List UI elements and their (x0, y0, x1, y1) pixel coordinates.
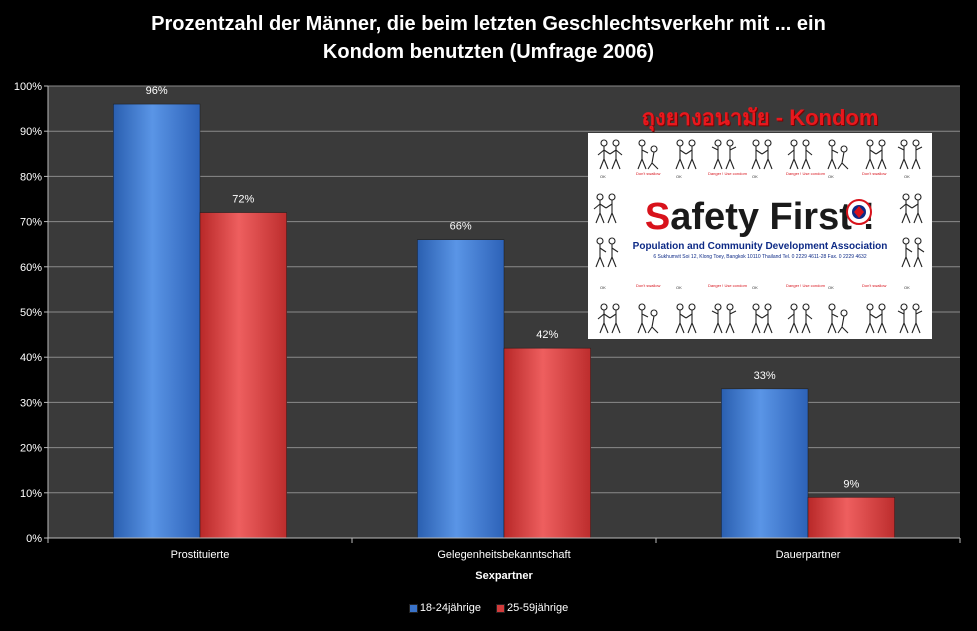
bar-18-24 (721, 388, 809, 539)
poster-caption-top-4: Danger ! Use condom (708, 171, 747, 176)
bar-25-59 (503, 347, 591, 539)
poster-banner-title: Safety First ! (624, 195, 896, 239)
stick-figures-right-icon (899, 193, 925, 268)
poster-banner: Safety First ! Population and Community … (624, 191, 896, 275)
poster-caption-bottom-8: Don't swallow (862, 283, 887, 288)
legend-item-18-24: 18-24jährige (408, 602, 481, 614)
chart-title-line-1: Prozentzahl der Männer, die beim letzten… (151, 13, 826, 35)
legend-item-25-59: 25-59jährige (496, 602, 568, 614)
stick-figures-top-icon (597, 139, 923, 170)
poster-banner-title-rest: afety First ! (670, 196, 876, 238)
poster-caption-top-1: OK (600, 174, 606, 179)
stick-figures-left-icon (593, 193, 619, 268)
poster-caption-top-8: Don't swallow (862, 171, 887, 176)
x-tick-label: Dauerpartner (776, 549, 841, 561)
poster-caption-bottom-5: OK (752, 285, 758, 290)
y-tick-label: 10% (20, 488, 42, 500)
bar-18-24 (113, 103, 201, 539)
data-label: 96% (146, 85, 168, 97)
poster-caption-top-6: Danger ! Use condom (786, 171, 825, 176)
bars: 96% 72% 66% 42% 33% 9% (113, 85, 895, 539)
y-tick-label: 70% (20, 217, 42, 229)
bar-18-24 (417, 239, 505, 539)
poster-caption-top-9: OK (904, 174, 910, 179)
inset-title: ถุงยางอนามัย - Kondom (641, 105, 879, 130)
poster-caption-bottom-1: OK (600, 285, 606, 290)
poster-caption-bottom-3: OK (676, 285, 682, 290)
legend: 18-24jährige 25-59jährige (0, 602, 977, 614)
poster-address: 6 Sukhumvit Soi 12, Klong Toey, Bangkok … (653, 254, 867, 260)
data-label: 9% (843, 478, 859, 490)
y-tick-label: 50% (20, 307, 42, 319)
bar-25-59 (199, 212, 287, 539)
y-tick-label: 90% (20, 126, 42, 138)
poster-caption-top-7: OK (828, 174, 834, 179)
y-tick-label: 30% (20, 397, 42, 409)
data-label: 72% (232, 194, 254, 206)
data-label: 33% (754, 370, 776, 382)
pda-logo-icon (846, 199, 872, 225)
data-label: 66% (450, 221, 472, 233)
poster-banner-title-s: S (644, 196, 671, 238)
poster-figures-top (592, 135, 928, 187)
legend-swatch-blue (408, 603, 418, 613)
x-tick-label: Prostituierte (171, 549, 230, 561)
data-label: 42% (536, 329, 558, 341)
poster-organization: Population and Community Development Ass… (632, 241, 888, 252)
poster-caption-bottom-2: Don't swallow (636, 283, 661, 288)
x-axis: Prostituierte Gelegenheitsbekanntschaft Da… (47, 537, 961, 561)
poster-caption-top-3: OK (676, 174, 682, 179)
x-axis-title: Sexpartner (475, 570, 533, 582)
y-tick-label: 0% (26, 533, 42, 545)
bar-25-59 (807, 497, 895, 539)
chart-title-line-2: Kondom benutzten (Umfrage 2006) (322, 41, 655, 63)
poster-caption-bottom-6: Danger ! Use condom (786, 283, 825, 288)
safety-first-poster-image: OK Don't swallow OK Danger ! Use condom … (588, 133, 932, 339)
poster-caption-top-2: Don't swallow (636, 171, 661, 176)
poster-caption-bottom-9: OK (904, 285, 910, 290)
poster-caption-bottom-4: Danger ! Use condom (708, 283, 747, 288)
poster-caption-bottom-7: OK (828, 285, 834, 290)
legend-label-18-24: 18-24jährige (419, 602, 481, 614)
stick-figures-bottom-icon (597, 303, 923, 334)
y-axis: 0% 10% 20% 30% 40% 50% 60% 70% 80% 90% 100% (14, 81, 49, 545)
x-tick-label: Gelegenheitsbekanntschaft (437, 549, 570, 561)
y-tick-label: 80% (20, 171, 42, 183)
legend-swatch-red (496, 603, 506, 613)
poster-caption-top-5: OK (752, 174, 758, 179)
y-tick-label: 100% (14, 81, 42, 93)
y-tick-label: 40% (20, 352, 42, 364)
y-tick-label: 60% (20, 262, 42, 274)
legend-label-25-59: 25-59jährige (507, 602, 569, 614)
chart-title: Prozentzahl der Männer, die beim letzten… (0, 10, 977, 66)
y-tick-label: 20% (20, 443, 42, 455)
poster-figures-bottom (592, 285, 928, 337)
